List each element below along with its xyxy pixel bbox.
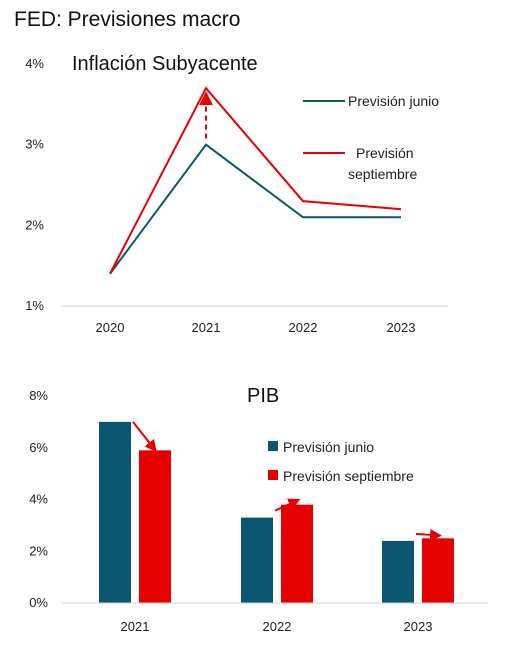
line-chart-x-tick: 2021 xyxy=(192,320,221,335)
bar-junio xyxy=(241,517,273,603)
line-chart-title: Inflación Subyacente xyxy=(72,53,258,75)
series-line-junio xyxy=(109,143,401,275)
line-chart-y-tick: 3% xyxy=(25,137,44,152)
legend-swatch-bar-septiembre xyxy=(268,470,278,480)
legend-label-septiembre-line1: Previsión xyxy=(356,145,414,161)
bar-chart-x-tick: 2022 xyxy=(263,619,292,634)
bar-junio xyxy=(382,540,414,603)
legend-label-bar-junio: Previsión junio xyxy=(283,439,374,455)
inflation-line-chart: Inflación Subyacente 1% 2% 3% 4% 2020 2021 20… xyxy=(25,53,448,335)
line-chart-x-tick: 2022 xyxy=(289,320,318,335)
gdp-change-arrow xyxy=(274,498,301,512)
line-chart-y-tick: 2% xyxy=(25,217,44,232)
bar-septiembre xyxy=(281,504,313,603)
bar-chart-y-tick: 0% xyxy=(29,595,48,610)
bar-chart-y-tick: 6% xyxy=(29,440,48,455)
gdp-change-arrow xyxy=(132,421,157,453)
legend-swatch-bar-junio xyxy=(268,441,278,451)
bar-chart-title: PIB xyxy=(247,385,279,407)
bar-chart-y-tick: 4% xyxy=(29,492,48,507)
line-chart-y-tick: 1% xyxy=(25,298,44,313)
bar-chart-x-tick: 2021 xyxy=(121,619,150,634)
legend-label-junio: Previsión junio xyxy=(348,93,439,109)
bar-chart-y-tick: 8% xyxy=(29,388,48,403)
line-chart-x-tick: 2020 xyxy=(96,320,125,335)
legend-label-bar-septiembre: Previsión septiembre xyxy=(283,468,414,484)
page-title: FED: Previsiones macro xyxy=(14,8,241,31)
line-chart-x-tick: 2023 xyxy=(387,320,416,335)
bar-junio xyxy=(99,421,131,603)
bar-chart-y-tick: 2% xyxy=(29,543,48,558)
legend-label-septiembre-line2: septiembre xyxy=(348,166,417,182)
line-chart-y-tick: 4% xyxy=(25,56,44,71)
bar-chart-x-tick: 2023 xyxy=(404,619,433,634)
bar-septiembre xyxy=(139,450,171,603)
bar-septiembre xyxy=(422,538,454,603)
series-line-septiembre xyxy=(109,86,402,275)
gdp-change-arrow xyxy=(415,528,442,541)
